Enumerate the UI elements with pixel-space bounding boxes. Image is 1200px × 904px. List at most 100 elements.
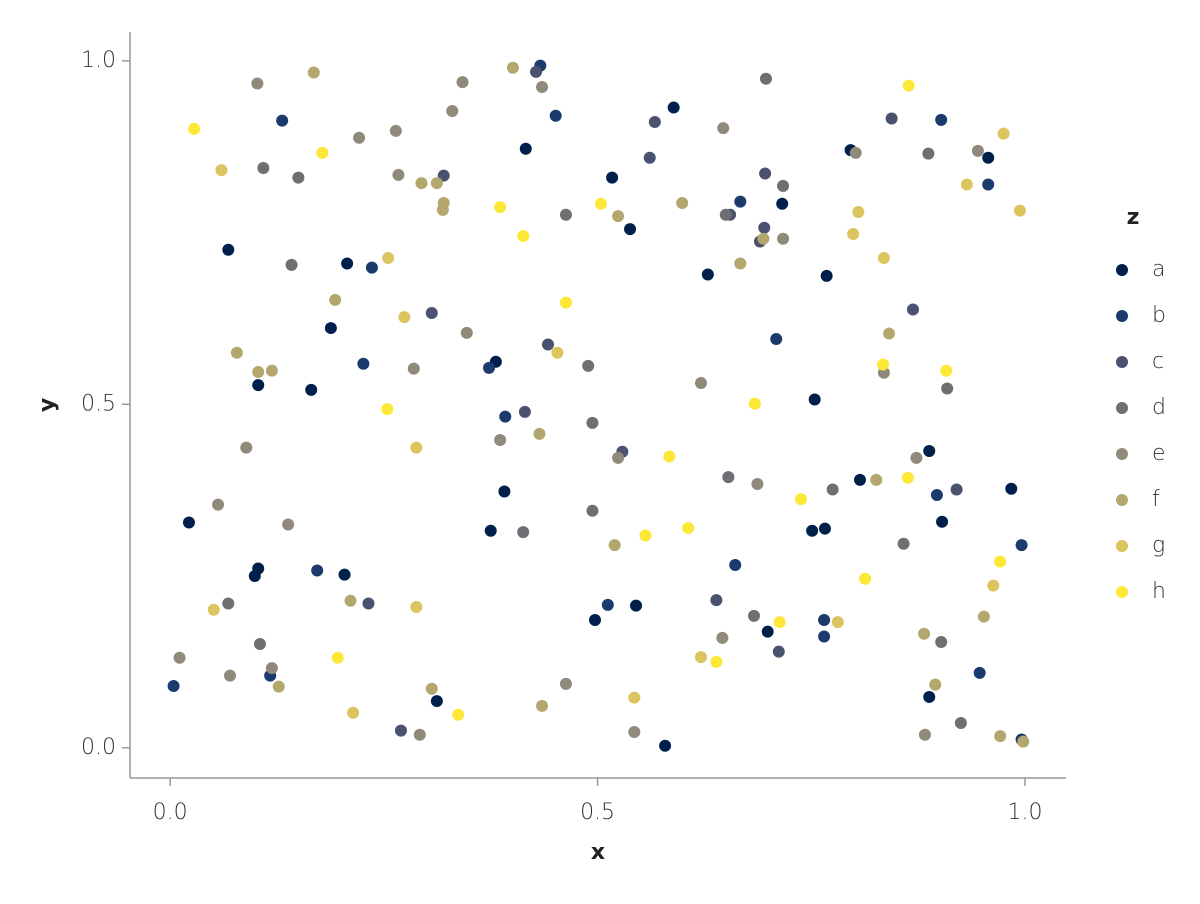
x-tick-label: 1.0 — [1007, 800, 1042, 825]
point — [630, 599, 643, 612]
point — [265, 662, 278, 675]
point — [559, 208, 572, 221]
point — [252, 366, 265, 379]
point — [902, 79, 915, 92]
y-tick-label: 0.0 — [81, 735, 116, 760]
point — [517, 526, 530, 539]
legend-marker — [1116, 540, 1128, 552]
point — [536, 699, 549, 712]
point — [347, 706, 360, 719]
point — [1017, 735, 1030, 748]
point — [950, 483, 963, 496]
point — [795, 493, 808, 506]
point — [994, 730, 1007, 743]
legend-label: a — [1152, 257, 1165, 282]
point — [530, 65, 543, 78]
point — [341, 257, 354, 270]
point — [456, 76, 469, 89]
point — [253, 638, 266, 651]
point — [167, 679, 180, 692]
point — [224, 669, 237, 682]
point — [806, 524, 819, 537]
point — [973, 666, 986, 679]
point — [517, 230, 530, 243]
point — [883, 327, 896, 340]
point — [701, 268, 714, 281]
point — [770, 333, 783, 346]
point — [494, 434, 507, 447]
point — [452, 708, 465, 721]
point — [582, 359, 595, 372]
point — [484, 524, 497, 537]
legend-label: d — [1152, 395, 1166, 420]
point — [551, 346, 564, 359]
point — [663, 450, 676, 463]
point — [541, 338, 554, 351]
point — [1015, 539, 1028, 552]
point — [831, 616, 844, 629]
point — [586, 416, 599, 429]
point — [230, 346, 243, 359]
point — [748, 397, 761, 410]
point — [901, 471, 914, 484]
point — [215, 164, 228, 177]
point — [716, 631, 729, 644]
point — [1005, 482, 1018, 495]
point — [533, 427, 546, 440]
point — [885, 112, 898, 125]
point — [285, 258, 298, 271]
point — [425, 306, 438, 319]
point — [734, 257, 747, 270]
point — [773, 616, 786, 629]
point — [389, 124, 402, 137]
point — [977, 610, 990, 623]
point — [826, 483, 839, 496]
point — [918, 627, 931, 640]
point — [329, 293, 342, 306]
point — [207, 603, 220, 616]
point — [777, 232, 790, 245]
point — [357, 357, 370, 370]
point — [589, 614, 602, 627]
point — [852, 205, 865, 218]
point — [612, 210, 625, 223]
point — [695, 651, 708, 664]
point — [758, 221, 771, 234]
point — [382, 251, 395, 264]
point — [761, 625, 774, 638]
point — [877, 358, 890, 371]
point — [413, 728, 426, 741]
point — [710, 655, 723, 668]
point — [518, 405, 531, 418]
point — [307, 66, 320, 79]
point — [257, 162, 270, 175]
point — [808, 393, 821, 406]
point — [940, 364, 953, 377]
point — [398, 311, 411, 324]
point — [877, 251, 890, 264]
point — [729, 559, 742, 572]
point — [173, 651, 186, 664]
point — [757, 232, 770, 245]
point — [734, 195, 747, 208]
point — [853, 473, 866, 486]
point — [849, 146, 862, 159]
legend-marker — [1116, 494, 1128, 506]
point — [695, 377, 708, 390]
point — [847, 227, 860, 240]
point — [276, 114, 289, 127]
legend-marker — [1116, 310, 1128, 322]
point — [499, 410, 512, 423]
point — [624, 223, 637, 236]
point — [353, 131, 366, 144]
point — [272, 680, 285, 693]
point — [923, 445, 936, 458]
legend-marker — [1116, 264, 1128, 276]
point — [494, 201, 507, 214]
point — [601, 598, 614, 611]
point — [559, 677, 572, 690]
point — [759, 167, 772, 180]
point — [248, 570, 261, 583]
point — [676, 197, 689, 210]
point — [930, 488, 943, 501]
